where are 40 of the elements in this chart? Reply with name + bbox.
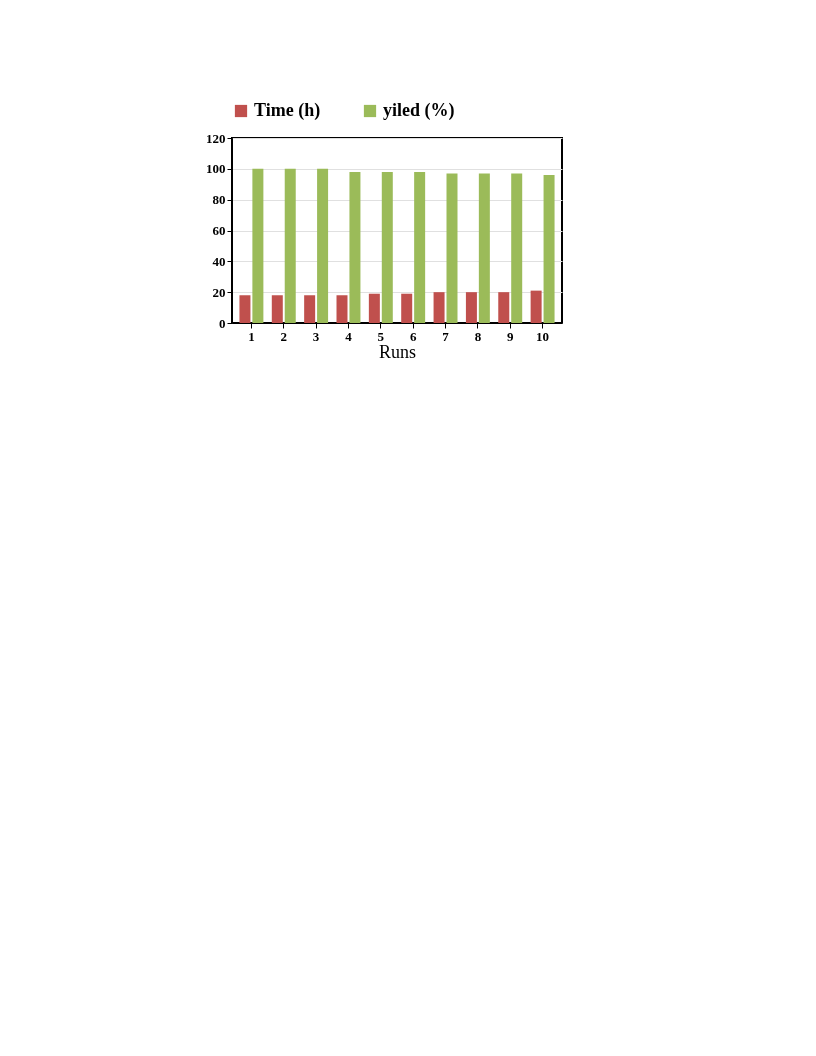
bar	[317, 168, 329, 323]
bar	[381, 171, 393, 323]
x-tick-label: 3	[312, 328, 320, 344]
y-tick-label: 100	[206, 161, 226, 177]
y-tick-label: 60	[212, 223, 226, 238]
bar	[368, 293, 380, 323]
bar	[252, 168, 264, 323]
x-tick-label: 9	[506, 328, 514, 344]
x-tick-label: 5	[377, 328, 385, 344]
bar	[511, 173, 523, 323]
bar	[478, 173, 490, 323]
legend-label: Time (h)	[254, 100, 321, 121]
bar	[239, 295, 251, 323]
bar	[446, 173, 458, 323]
bar	[465, 292, 477, 323]
bar	[271, 295, 283, 323]
x-tick-label: 4	[345, 328, 353, 344]
y-tick-label: 20	[212, 284, 226, 300]
y-tick-label: 80	[212, 192, 226, 208]
y-tick-label: 40	[212, 253, 226, 269]
y-tick-label: 120	[206, 130, 226, 146]
bar	[349, 171, 361, 323]
x-tick-label: 7	[442, 328, 450, 344]
bar	[304, 295, 316, 323]
x-tick-label: 8	[474, 328, 482, 344]
legend-label: yiled (%)	[383, 100, 455, 121]
bar	[433, 292, 445, 323]
bar	[336, 295, 348, 323]
x-tick-label: 10	[536, 328, 550, 344]
x-tick-label: 2	[280, 328, 288, 344]
bar	[543, 175, 555, 323]
bar	[284, 168, 296, 323]
y-tick-label: 0	[219, 315, 226, 331]
bar	[401, 293, 413, 323]
bar	[530, 290, 542, 323]
x-tick-label: 1	[248, 328, 255, 344]
x-axis-title: Runs	[378, 341, 417, 362]
x-tick-label: 6	[409, 328, 417, 344]
bar	[414, 171, 426, 323]
bar	[498, 292, 510, 323]
